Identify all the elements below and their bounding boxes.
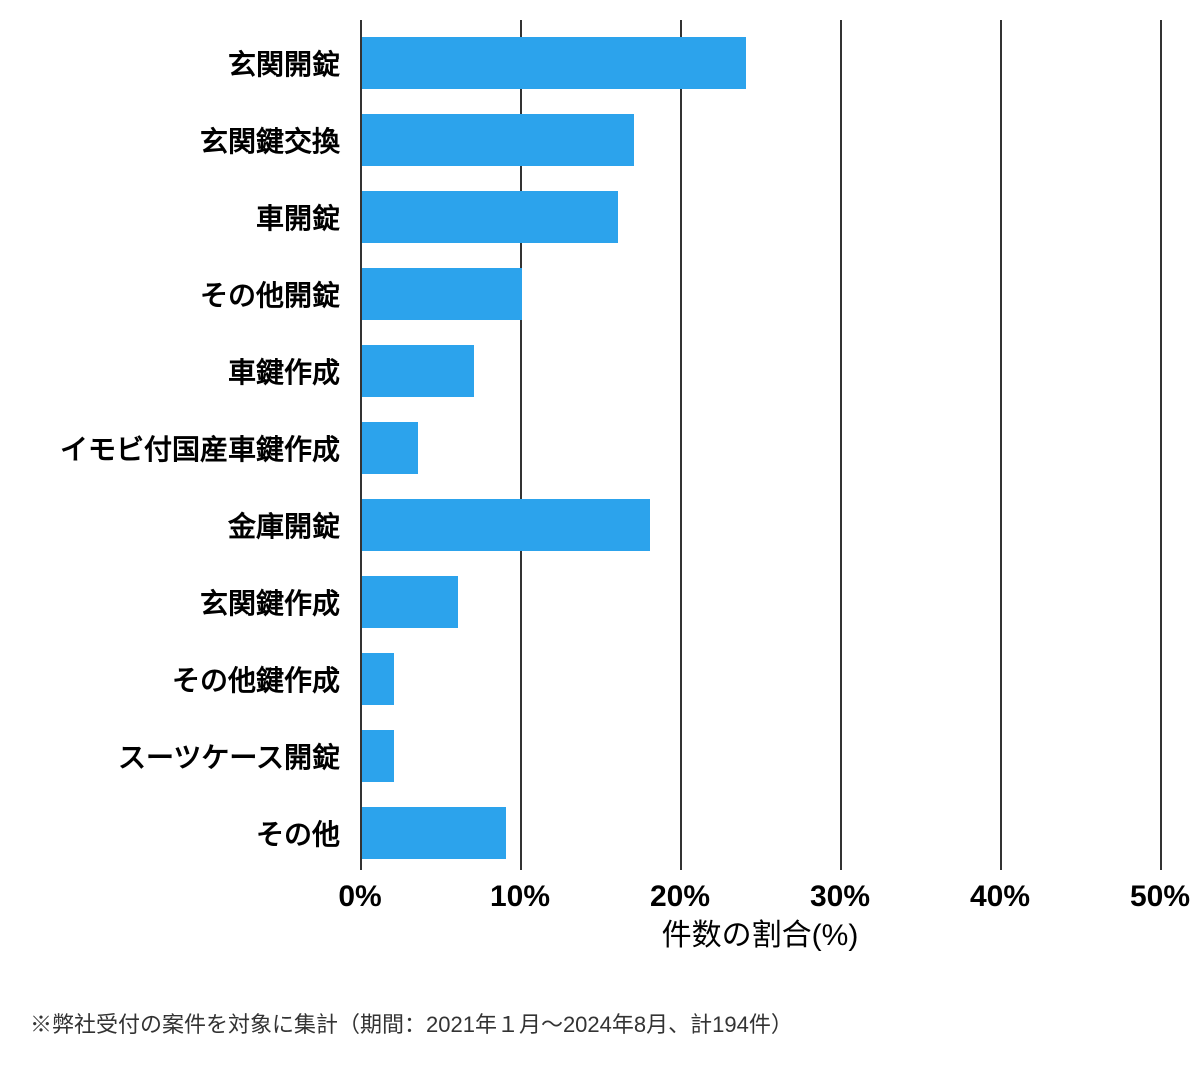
bar-row: その他 <box>360 794 1160 871</box>
footnote: ※弊社受付の案件を対象に集計（期間：2021年１月～2024年8月、計194件） <box>30 1007 793 1039</box>
bar <box>362 268 522 320</box>
bar <box>362 807 506 859</box>
bar-row: 車鍵作成 <box>360 332 1160 409</box>
bar-label: 車鍵作成 <box>20 351 340 391</box>
bar <box>362 37 746 89</box>
bar-label: 玄関開錠 <box>20 43 340 83</box>
bars-group: 玄関開錠玄関鍵交換車開錠その他開錠車鍵作成イモビ付国産車鍵作成金庫開錠玄関鍵作成… <box>360 20 1160 870</box>
bar <box>362 499 650 551</box>
bar-label: その他鍵作成 <box>20 659 340 699</box>
gridline <box>1160 20 1162 870</box>
bar-label: 車開錠 <box>20 197 340 237</box>
bar <box>362 114 634 166</box>
x-tick-label: 0% <box>338 880 381 914</box>
bar-label: 金庫開錠 <box>20 505 340 545</box>
bar-row: 玄関鍵作成 <box>360 563 1160 640</box>
bar <box>362 191 618 243</box>
plot-area: 玄関開錠玄関鍵交換車開錠その他開錠車鍵作成イモビ付国産車鍵作成金庫開錠玄関鍵作成… <box>360 20 1160 870</box>
x-axis-label: 件数の割合(%) <box>360 910 1160 954</box>
bar-row: スーツケース開錠 <box>360 717 1160 794</box>
bar-row: 玄関開錠 <box>360 24 1160 101</box>
bar <box>362 653 394 705</box>
bar <box>362 422 418 474</box>
x-tick-label: 30% <box>810 880 870 914</box>
bar <box>362 730 394 782</box>
bar-row: イモビ付国産車鍵作成 <box>360 409 1160 486</box>
bar-label: 玄関鍵交換 <box>20 120 340 160</box>
bar-label: その他開錠 <box>20 274 340 314</box>
bar-label: イモビ付国産車鍵作成 <box>20 428 340 468</box>
bar-row: 玄関鍵交換 <box>360 101 1160 178</box>
x-tick-label: 20% <box>650 880 710 914</box>
bar-row: その他開錠 <box>360 255 1160 332</box>
x-tick-label: 10% <box>490 880 550 914</box>
x-tick-label: 40% <box>970 880 1030 914</box>
chart-container: 玄関開錠玄関鍵交換車開錠その他開錠車鍵作成イモビ付国産車鍵作成金庫開錠玄関鍵作成… <box>20 20 1180 940</box>
bar-label: 玄関鍵作成 <box>20 582 340 622</box>
x-tick-label: 50% <box>1130 880 1190 914</box>
bar-label: スーツケース開錠 <box>20 736 340 776</box>
bar <box>362 345 474 397</box>
bar <box>362 576 458 628</box>
bar-row: その他鍵作成 <box>360 640 1160 717</box>
bar-row: 車開錠 <box>360 178 1160 255</box>
bar-label: その他 <box>20 813 340 853</box>
bar-row: 金庫開錠 <box>360 486 1160 563</box>
